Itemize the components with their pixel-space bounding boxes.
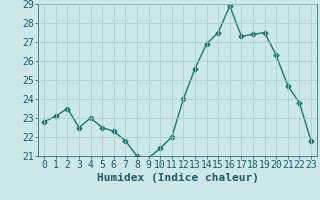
X-axis label: Humidex (Indice chaleur): Humidex (Indice chaleur) <box>97 173 259 183</box>
